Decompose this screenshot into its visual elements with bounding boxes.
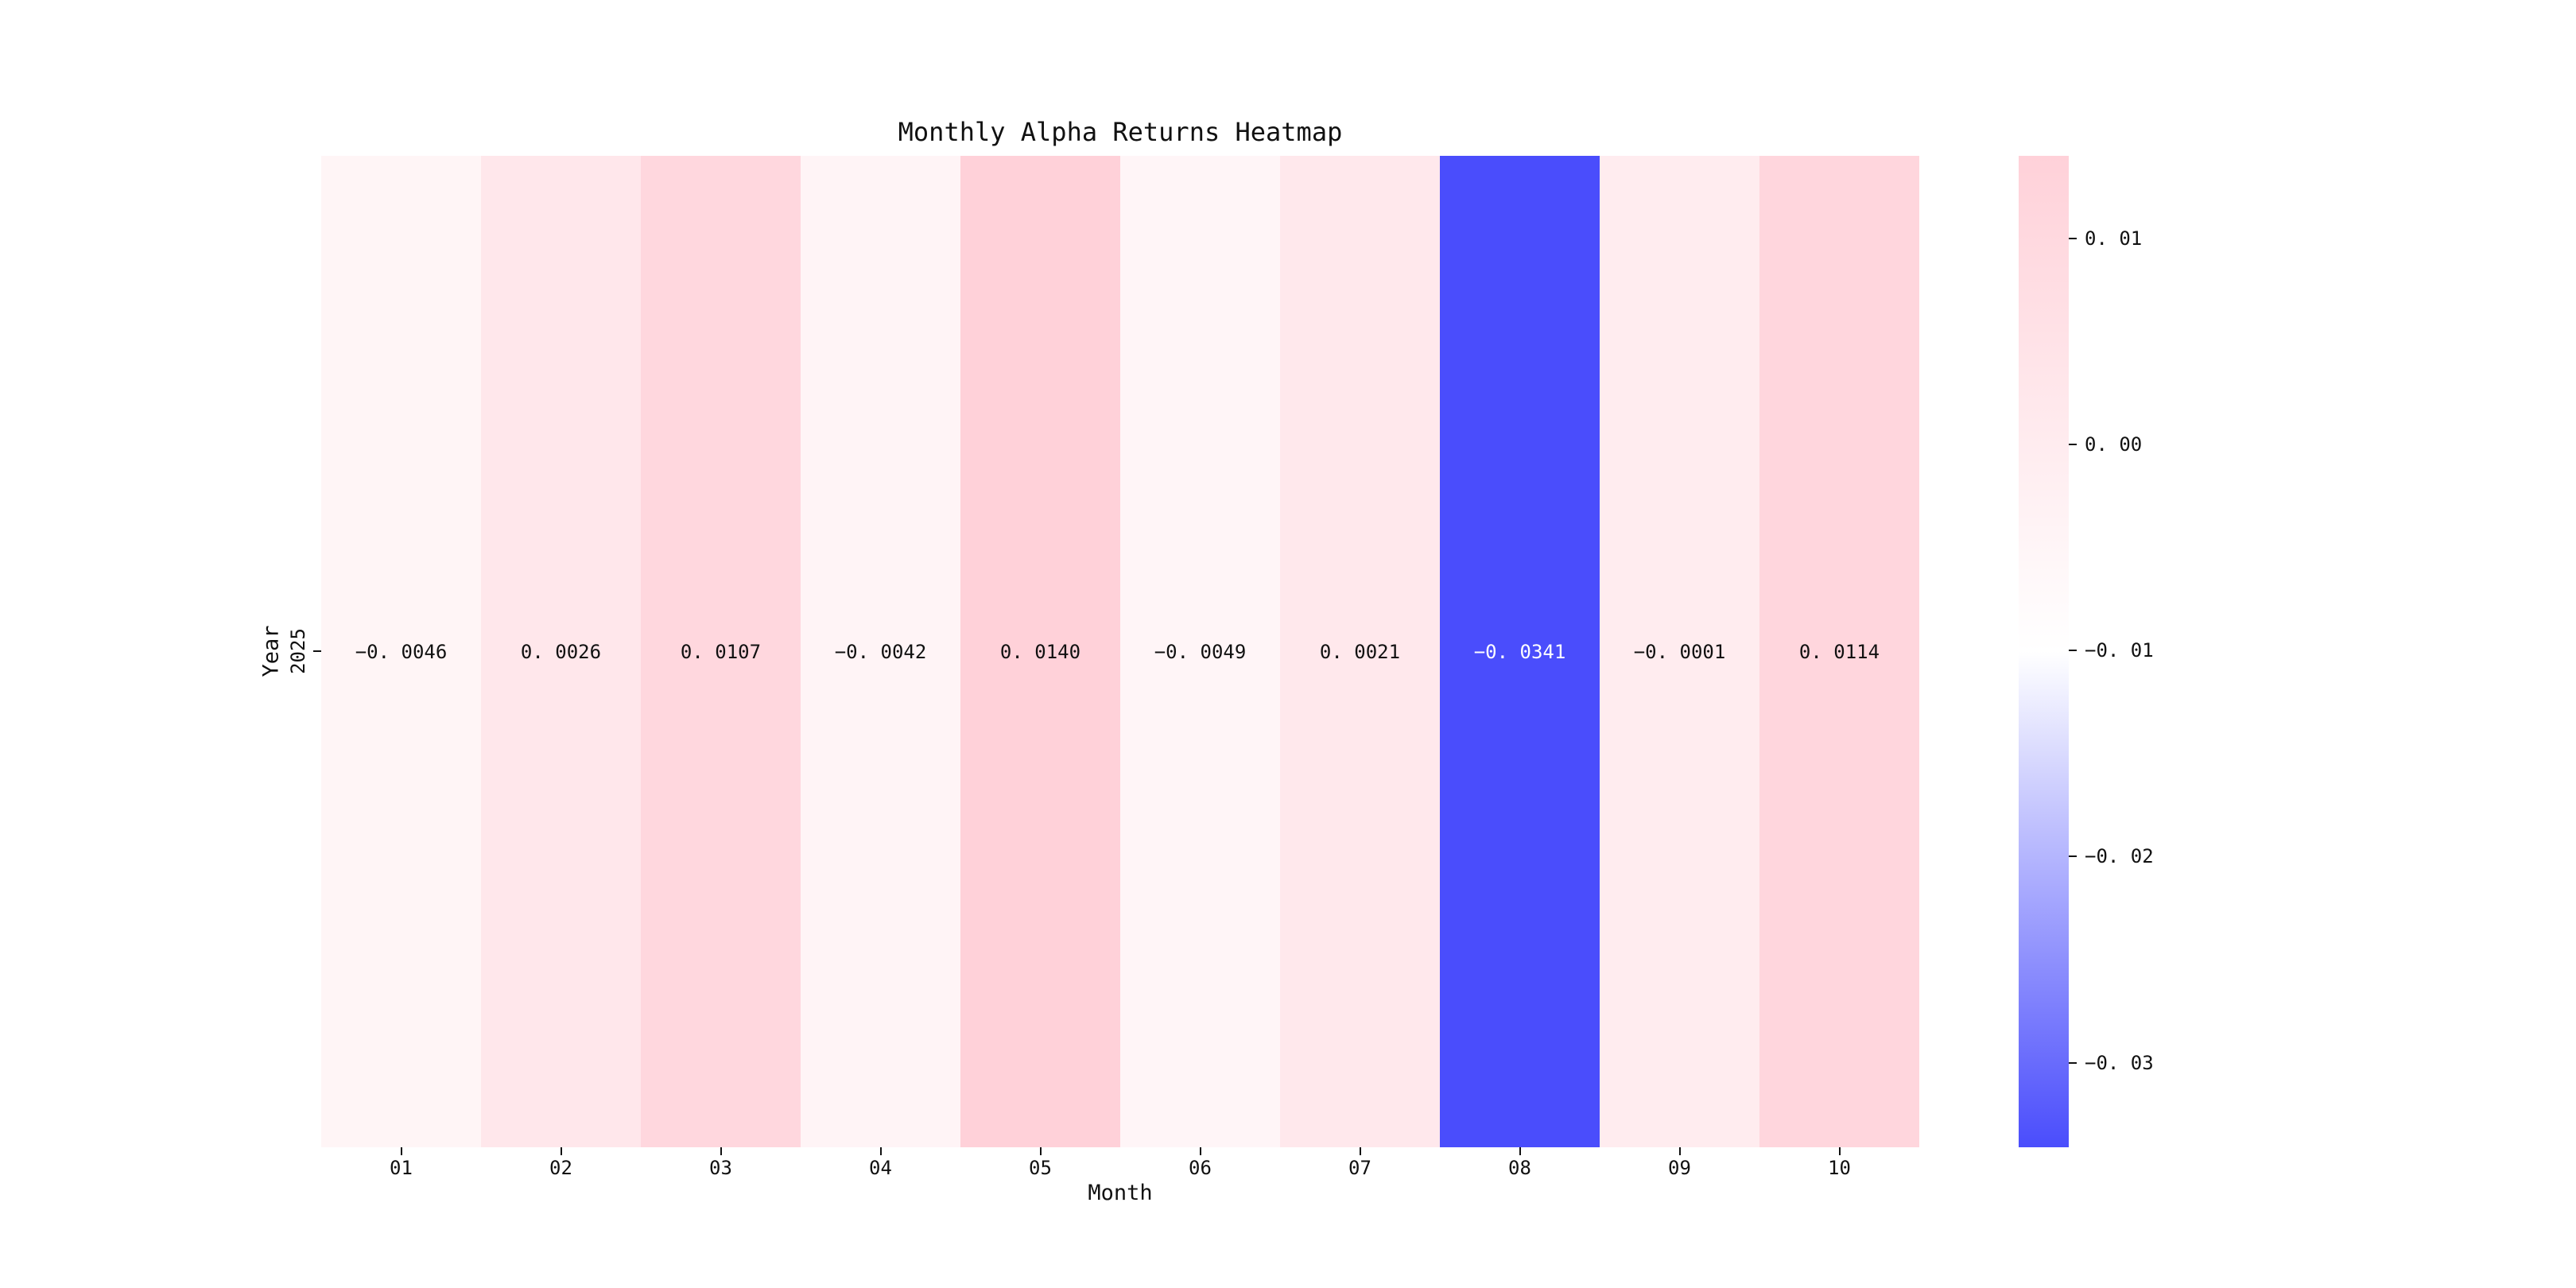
x-tick-label: 09 <box>1668 1157 1691 1179</box>
cell-value-label: −0. 0049 <box>1154 640 1247 663</box>
colorbar-tick-label: 0. 00 <box>2085 433 2143 456</box>
heatmap-cell: 0. 0140 <box>960 156 1120 1147</box>
x-tick-label: 04 <box>869 1157 892 1179</box>
y-tick-mark <box>313 650 321 652</box>
colorbar-tick-label: −0. 01 <box>2085 639 2154 662</box>
chart-title: Monthly Alpha Returns Heatmap <box>898 117 1343 147</box>
x-tick-mark <box>1519 1147 1521 1155</box>
x-tick-mark <box>1838 1147 1841 1155</box>
heatmap-cell: 0. 0026 <box>481 156 641 1147</box>
x-tick-label: 02 <box>549 1157 572 1179</box>
heatmap-cell: −0. 0049 <box>1120 156 1280 1147</box>
heatmap-cell: 0. 0114 <box>1759 156 1919 1147</box>
x-tick-mark <box>879 1147 882 1155</box>
x-axis-label: Month <box>1088 1181 1153 1205</box>
cell-value-label: −0. 0341 <box>1473 640 1566 663</box>
x-tick-mark <box>560 1147 562 1155</box>
cell-value-label: −0. 0001 <box>1633 640 1726 663</box>
x-tick-mark <box>1359 1147 1361 1155</box>
colorbar-tick-label: −0. 02 <box>2085 845 2154 868</box>
colorbar-tick-mark <box>2069 1061 2077 1064</box>
y-axis-label: Year <box>258 625 284 677</box>
x-tick-label: 03 <box>709 1157 732 1179</box>
colorbar-tick-mark <box>2069 237 2077 239</box>
y-tick-label: 2025 <box>287 628 309 674</box>
colorbar-tick-label: 0. 01 <box>2085 227 2143 250</box>
x-tick-mark <box>720 1147 722 1155</box>
cell-value-label: −0. 0042 <box>834 640 927 663</box>
x-tick-label: 06 <box>1189 1157 1212 1179</box>
x-tick-label: 08 <box>1508 1157 1531 1179</box>
cell-value-label: 0. 0140 <box>999 640 1081 663</box>
x-tick-label: 07 <box>1348 1157 1371 1179</box>
cell-value-label: −0. 0046 <box>355 640 448 663</box>
heatmap-plot: −0. 0046 0. 0026 0. 0107 −0. 0042 0. 0140 −0.… <box>321 156 1919 1147</box>
cell-value-label: 0. 0114 <box>1798 640 1880 663</box>
x-tick-mark <box>1039 1147 1042 1155</box>
x-tick-mark <box>1199 1147 1201 1155</box>
cell-value-label: 0. 0107 <box>680 640 762 663</box>
colorbar-tick-mark <box>2069 855 2077 858</box>
colorbar-tick-mark <box>2069 650 2077 652</box>
colorbar-tick-mark <box>2069 443 2077 445</box>
x-tick-mark <box>1678 1147 1681 1155</box>
colorbar-tick-label: −0. 03 <box>2085 1051 2154 1074</box>
heatmap-cell: 0. 0021 <box>1280 156 1440 1147</box>
x-tick-label: 01 <box>390 1157 413 1179</box>
x-tick-label: 05 <box>1029 1157 1052 1179</box>
heatmap-cell: −0. 0046 <box>321 156 481 1147</box>
x-tick-mark <box>400 1147 402 1155</box>
heatmap-cell: −0. 0001 <box>1600 156 1759 1147</box>
x-tick-label: 10 <box>1828 1157 1851 1179</box>
cell-value-label: 0. 0021 <box>1319 640 1401 663</box>
heatmap-cell: 0. 0107 <box>641 156 801 1147</box>
cell-value-label: 0. 0026 <box>520 640 602 663</box>
colorbar-gradient <box>2019 156 2069 1147</box>
heatmap-cell: −0. 0042 <box>801 156 960 1147</box>
heatmap-cell: −0. 0341 <box>1440 156 1600 1147</box>
